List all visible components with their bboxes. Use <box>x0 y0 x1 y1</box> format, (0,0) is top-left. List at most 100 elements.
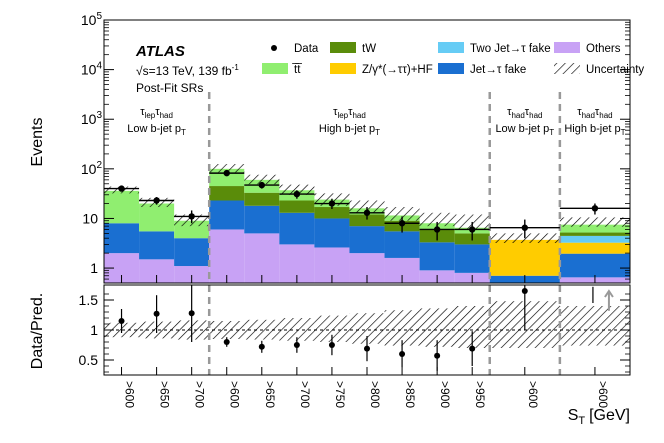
uncertainty-band <box>244 174 280 185</box>
x-tick-label: >800 <box>368 381 382 408</box>
data-point <box>591 205 599 212</box>
data-point <box>258 181 265 189</box>
data-point <box>153 197 160 204</box>
stack-bar <box>559 242 630 254</box>
data-point <box>363 209 371 216</box>
y-tick-label: 104 <box>81 61 103 78</box>
ratio-point <box>153 310 160 317</box>
stack-bar <box>104 190 140 224</box>
data-point <box>398 220 406 227</box>
y-tick-label: 105 <box>81 11 103 28</box>
ratio-point <box>521 288 528 294</box>
data-point <box>188 213 195 220</box>
ratio-tick-label: 1 <box>90 322 98 338</box>
ratio-band <box>384 310 420 346</box>
legend-label: Jet→τ fake <box>470 64 526 76</box>
stack-bar <box>314 207 350 219</box>
legend-label: Z/γ*(→ττ)+HF <box>362 64 433 76</box>
ratio-tick-label: 0.5 <box>79 352 99 368</box>
stack-bar <box>244 192 280 206</box>
uncertainty-band <box>209 164 245 173</box>
stack-bar <box>559 232 630 236</box>
stack-bar <box>209 200 245 230</box>
stack-bar <box>139 203 175 232</box>
y-tick-label: 102 <box>81 160 103 177</box>
stack-bar <box>314 218 350 248</box>
data-point <box>118 185 125 192</box>
uncertainty-band <box>559 217 630 227</box>
legend: Data tW Two Jet→τ fake Others t̅t̅ Z/γ*(→ττ)+… <box>262 42 644 76</box>
region-label-pt: High b-jet pT <box>564 123 625 137</box>
legend-entry: t̅t̅ <box>262 63 303 76</box>
ratio-band <box>279 318 315 341</box>
uncertainty-band <box>349 200 385 213</box>
region-label-channel: τhadτhad <box>577 106 612 120</box>
region-label-pt: Low b-jet pT <box>495 123 554 137</box>
experiment-label: ATLAS <box>135 43 185 60</box>
stack-bar <box>279 212 315 245</box>
ticks-layer: 1 10 102 103 104 105 0.5 1 1.5 >600 >650 >700 >600 >6… <box>79 11 630 408</box>
legend-marker <box>271 45 277 51</box>
legend-entry: Jet→τ fake <box>438 63 526 76</box>
ratio-point <box>469 345 476 352</box>
x-tick-label: >650 <box>158 381 172 408</box>
legend-label: Two Jet→τ fake <box>470 43 551 55</box>
legend-entry: Data <box>271 43 319 55</box>
stack-bar <box>559 224 630 233</box>
stack-bar <box>139 259 175 283</box>
x-tick-label: >950 <box>473 381 487 408</box>
x-tick-label: >650 <box>263 381 277 408</box>
uncertainty-band <box>384 207 420 221</box>
legend-entry: tW <box>330 42 376 55</box>
legend-entry: Uncertainty <box>554 63 644 76</box>
region-title: Post-Fit SRs <box>136 81 203 95</box>
data-point <box>433 226 441 233</box>
region-label-pt: High b-jet pT <box>319 123 380 137</box>
legend-label: Data <box>294 43 319 55</box>
stack-bar <box>174 238 210 267</box>
stack-bar <box>454 244 490 273</box>
stack-bar <box>419 242 455 271</box>
ratio-point <box>293 342 300 348</box>
data-point <box>293 190 301 198</box>
stack-bar <box>489 239 560 276</box>
legend-swatch <box>330 42 356 53</box>
ratio-axis-label: Data/Pred. <box>29 293 46 369</box>
data-point <box>223 169 230 177</box>
x-tick-label: >600 <box>228 381 242 408</box>
y-tick-label: 1 <box>90 260 98 276</box>
uncertainty-band <box>279 184 315 195</box>
ratio-point <box>223 339 230 345</box>
region-label: τlepτhad Low b-jet pT <box>127 106 186 137</box>
annotation-block: ATLAS √s=13 TeV, 139 fb-1 Post-Fit SRs <box>135 43 239 95</box>
legend-swatch <box>554 63 580 74</box>
data-point <box>469 226 476 233</box>
region-dividers <box>207 92 562 375</box>
ratio-point <box>258 343 265 350</box>
legend-swatch <box>438 63 464 74</box>
stack-bar <box>244 205 280 234</box>
legend-swatch <box>554 42 580 53</box>
energy-label: √s=13 TeV, 139 fb-1 <box>136 63 239 78</box>
x-tick-label: >700 <box>298 381 312 408</box>
legend-label: Others <box>586 43 621 55</box>
ratio-tick-label: 1.5 <box>79 292 99 308</box>
ratio-point <box>399 351 406 357</box>
y-tick-label: 103 <box>81 110 103 127</box>
stack-bar <box>209 229 245 283</box>
region-label-channel: τlepτhad <box>140 106 173 120</box>
legend-swatch <box>438 42 464 53</box>
y-axis-label: Events <box>29 118 46 167</box>
ratio-points-layer <box>118 285 614 371</box>
ratio-point <box>188 310 195 317</box>
x-axis-label: ST [GeV] <box>568 407 630 427</box>
region-label: τlepτhad High b-jet pT <box>319 106 380 137</box>
ratio-point <box>434 352 441 359</box>
x-tick-label: >600 <box>596 381 610 408</box>
x-tick-label: >850 <box>403 381 417 408</box>
legend-entry: Others <box>554 42 621 55</box>
stack-bar <box>104 223 140 254</box>
legend-label: Uncertainty <box>586 64 644 76</box>
stack-bar <box>559 253 630 278</box>
